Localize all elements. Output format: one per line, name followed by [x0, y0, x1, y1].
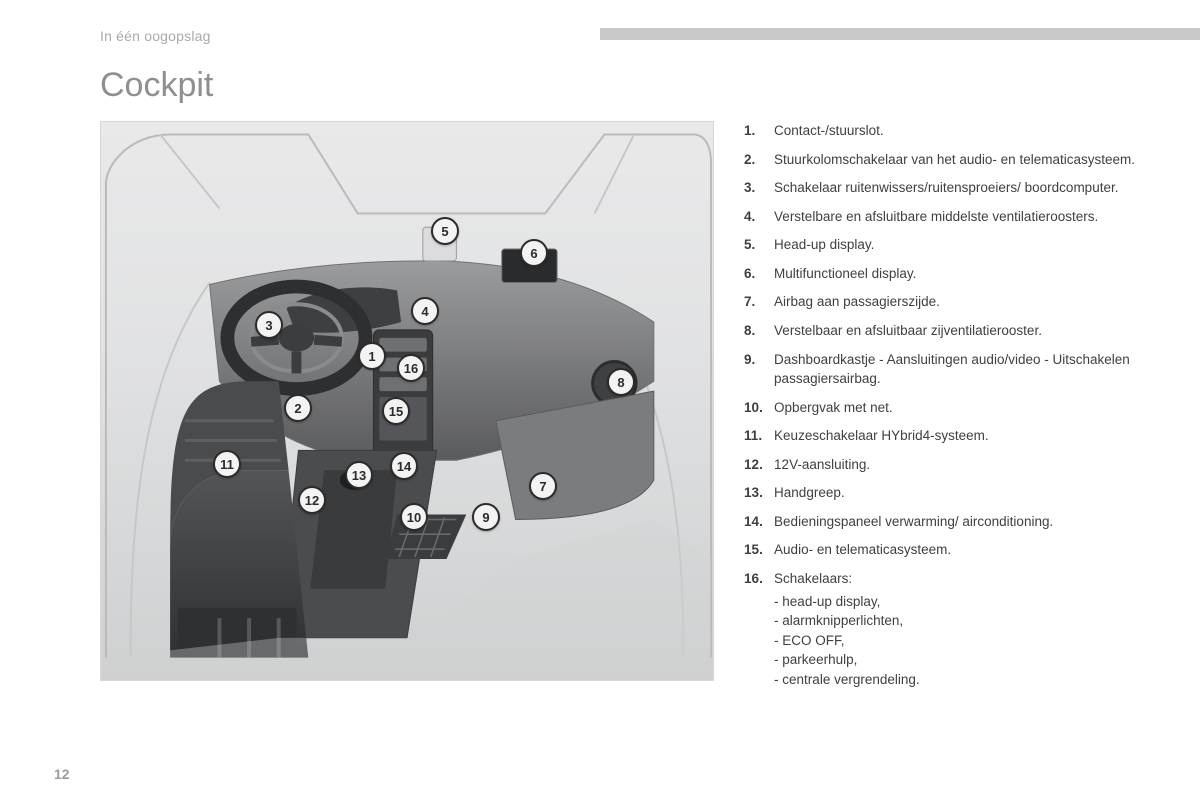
callout-15: 15: [382, 397, 410, 425]
legend-subitem: - ECO OFF,: [774, 631, 1160, 651]
legend-item-text: Multifunctioneel display.: [774, 266, 916, 281]
legend-item-text: Keuzeschakelaar HYbrid4-systeem.: [774, 428, 989, 443]
legend-item: 14. Bedieningspaneel verwarming/ aircondi…: [744, 512, 1160, 532]
callout-10: 10: [400, 503, 428, 531]
legend-item-number: 8.: [744, 321, 755, 341]
legend-subitems: - head-up display,- alarmknipperlichten,…: [774, 592, 1160, 690]
callout-12: 12: [298, 486, 326, 514]
legend-item-text: Schakelaar ruitenwissers/ruitensproeiers…: [774, 180, 1118, 195]
legend-item-text: Handgreep.: [774, 485, 845, 500]
legend-item-text: Stuurkolomschakelaar van het audio- en t…: [774, 152, 1135, 167]
legend-subitem: - parkeerhulp,: [774, 650, 1160, 670]
legend-item-number: 15.: [744, 540, 763, 560]
callout-8: 8: [607, 368, 635, 396]
callout-16: 16: [397, 354, 425, 382]
manual-page: In één oogopslag Cockpit: [0, 0, 1200, 800]
callout-9: 9: [472, 503, 500, 531]
callout-4: 4: [411, 297, 439, 325]
legend-item-number: 9.: [744, 350, 755, 370]
callout-7: 7: [529, 472, 557, 500]
legend-subitem: - alarmknipperlichten,: [774, 611, 1160, 631]
legend-item-text: Contact-/stuurslot.: [774, 123, 884, 138]
legend-item-number: 14.: [744, 512, 763, 532]
legend-item-text: 12V-aansluiting.: [774, 457, 870, 472]
cockpit-legend: 1. Contact-/stuurslot. 2. Stuurkolomschakel…: [744, 121, 1160, 698]
legend-item-number: 6.: [744, 264, 755, 284]
legend-item: 16. Schakelaars: - head-up display,- alarm…: [744, 569, 1160, 689]
legend-list: 1. Contact-/stuurslot. 2. Stuurkolomschakel…: [744, 121, 1160, 689]
legend-item-number: 1.: [744, 121, 755, 141]
legend-item: 10. Opbergvak met net.: [744, 398, 1160, 418]
legend-subitem: - centrale vergrendeling.: [774, 670, 1160, 690]
legend-item-number: 16.: [744, 569, 763, 589]
cockpit-figure: 12345678910111213141516: [100, 121, 714, 681]
legend-item-number: 11.: [744, 426, 762, 446]
legend-item-number: 13.: [744, 483, 763, 503]
callout-2: 2: [284, 394, 312, 422]
legend-item-text: Airbag aan passagierszijde.: [774, 294, 940, 309]
legend-item-number: 7.: [744, 292, 755, 312]
legend-subitem: - head-up display,: [774, 592, 1160, 612]
legend-item: 11. Keuzeschakelaar HYbrid4-systeem.: [744, 426, 1160, 446]
legend-item-text: Dashboardkastje - Aansluitingen audio/vi…: [774, 352, 1130, 387]
legend-item: 1. Contact-/stuurslot.: [744, 121, 1160, 141]
legend-item: 2. Stuurkolomschakelaar van het audio- en…: [744, 150, 1160, 170]
callout-3: 3: [255, 311, 283, 339]
legend-item: 5. Head-up display.: [744, 235, 1160, 255]
legend-item-text: Schakelaars:: [774, 571, 852, 586]
callout-13: 13: [345, 461, 373, 489]
legend-item: 9. Dashboardkastje - Aansluitingen audio/…: [744, 350, 1160, 389]
legend-item-text: Audio- en telematicasysteem.: [774, 542, 951, 557]
page-title: Cockpit: [100, 66, 1160, 105]
cockpit-illustration: [101, 122, 713, 680]
content-row: 12345678910111213141516 1.Contact-/stuur…: [100, 121, 1160, 698]
legend-item-text: Verstelbare en afsluitbare middelste ven…: [774, 209, 1098, 224]
legend-item-number: 12.: [744, 455, 763, 475]
legend-item-number: 2.: [744, 150, 755, 170]
callout-5: 5: [431, 217, 459, 245]
legend-item-number: 3.: [744, 178, 755, 198]
legend-item-number: 10.: [744, 398, 763, 418]
legend-item-number: 5.: [744, 235, 755, 255]
callout-6: 6: [520, 239, 548, 267]
callout-1: 1: [358, 342, 386, 370]
legend-item-number: 4.: [744, 207, 755, 227]
legend-item: 4. Verstelbare en afsluitbare middelste v…: [744, 207, 1160, 227]
legend-item-text: Verstelbaar en afsluitbaar zijventilatie…: [774, 323, 1042, 338]
legend-item: 12. 12V-aansluiting.: [744, 455, 1160, 475]
callout-14: 14: [390, 452, 418, 480]
legend-item: 13. Handgreep.: [744, 483, 1160, 503]
page-number: 12: [54, 766, 70, 782]
callout-11: 11: [213, 450, 241, 478]
legend-item-text: Bedieningspaneel verwarming/ airconditio…: [774, 514, 1053, 529]
legend-item: 7. Airbag aan passagierszijde.: [744, 292, 1160, 312]
legend-item-text: Head-up display.: [774, 237, 874, 252]
legend-item: 3. Schakelaar ruitenwissers/ruitensproeie…: [744, 178, 1160, 198]
header-bar: [600, 28, 1200, 40]
legend-item: 8. Verstelbaar en afsluitbaar zijventilat…: [744, 321, 1160, 341]
legend-item: 15. Audio- en telematicasysteem.: [744, 540, 1160, 560]
legend-item-text: Opbergvak met net.: [774, 400, 893, 415]
legend-item: 6. Multifunctioneel display.: [744, 264, 1160, 284]
